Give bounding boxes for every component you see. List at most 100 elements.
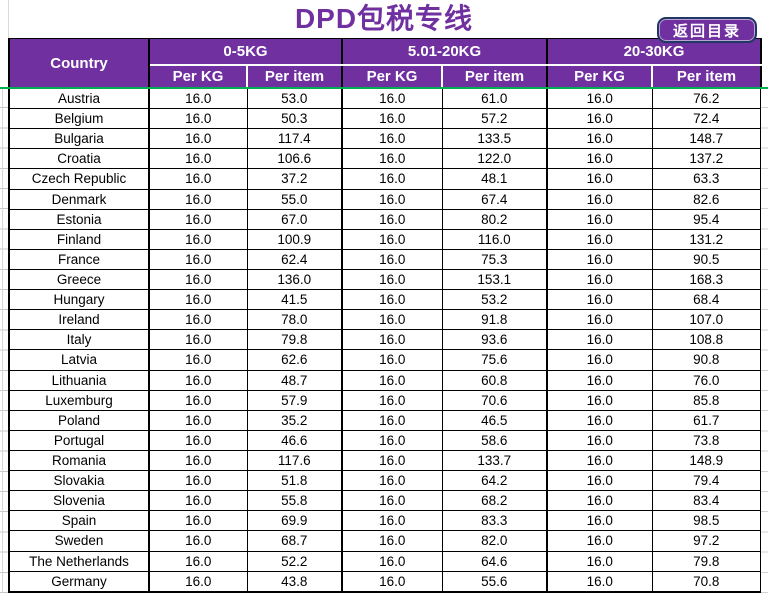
country-cell[interactable]: The Netherlands [8,550,150,572]
rate-cell[interactable]: 41.5 [246,289,343,311]
rate-cell[interactable]: 16.0 [148,228,248,250]
rate-cell[interactable]: 16.0 [148,570,248,593]
rate-cell[interactable]: 16.0 [546,148,653,170]
rate-cell[interactable]: 16.0 [148,108,248,130]
rate-cell[interactable]: 46.5 [441,409,548,431]
rate-cell[interactable]: 16.0 [148,248,248,270]
rate-cell[interactable]: 61.0 [441,87,548,110]
country-cell[interactable]: Denmark [8,188,150,210]
rate-cell[interactable]: 57.2 [441,108,548,130]
rate-cell[interactable]: 16.0 [148,148,248,170]
rate-cell[interactable]: 75.6 [441,349,548,371]
rate-cell[interactable]: 52.2 [246,550,343,572]
rate-cell[interactable]: 16.0 [148,168,248,190]
country-column-header[interactable]: Country [9,38,150,89]
rate-cell[interactable]: 117.4 [246,128,343,150]
country-cell[interactable]: Romania [8,449,150,472]
country-cell[interactable]: Latvia [8,349,150,371]
country-cell[interactable]: Czech Republic [8,168,150,190]
rate-cell[interactable]: 16.0 [341,248,443,270]
rate-cell[interactable]: 16.0 [341,208,443,230]
country-cell[interactable]: Estonia [8,208,150,230]
back-to-directory-button[interactable]: 返回目录 [657,17,757,43]
rate-cell[interactable]: 60.8 [441,369,548,391]
rate-cell[interactable]: 16.0 [341,389,443,411]
rate-cell[interactable]: 16.0 [546,510,653,532]
rate-cell[interactable]: 133.7 [441,449,548,472]
rate-cell[interactable]: 16.0 [341,168,443,190]
country-cell[interactable]: Ireland [8,309,150,331]
rate-cell[interactable]: 46.6 [246,429,343,451]
rate-cell[interactable]: 67.4 [441,188,548,210]
rate-cell[interactable]: 98.5 [651,510,762,532]
rate-cell[interactable]: 122.0 [441,148,548,170]
weight-group-header-0-5kg[interactable]: 0-5KG [148,38,342,66]
rate-cell[interactable]: 16.0 [341,490,443,512]
country-cell[interactable]: Greece [8,268,150,291]
rate-cell[interactable]: 16.0 [341,510,443,532]
rate-cell[interactable]: 16.0 [341,148,443,170]
country-cell[interactable]: Hungary [8,289,150,311]
rate-cell[interactable]: 148.7 [651,128,762,150]
rate-cell[interactable]: 16.0 [341,309,443,331]
per-item-header[interactable]: Per item [246,64,342,89]
rate-cell[interactable]: 16.0 [546,208,653,230]
rate-cell[interactable]: 70.6 [441,389,548,411]
rate-cell[interactable]: 16.0 [546,570,653,593]
rate-cell[interactable]: 78.0 [246,309,343,331]
country-cell[interactable]: Finland [8,228,150,250]
rate-cell[interactable]: 16.0 [546,389,653,411]
country-cell[interactable]: Portugal [8,429,150,451]
rate-cell[interactable]: 83.3 [441,510,548,532]
rate-cell[interactable]: 16.0 [148,490,248,512]
rate-cell[interactable]: 133.5 [441,128,548,150]
rate-cell[interactable]: 16.0 [341,268,443,291]
rate-cell[interactable]: 16.0 [546,168,653,190]
rate-cell[interactable]: 16.0 [546,188,653,210]
rate-cell[interactable]: 68.7 [246,530,343,552]
country-cell[interactable]: Slovenia [8,490,150,512]
rate-cell[interactable]: 61.7 [651,409,762,431]
country-cell[interactable]: Austria [8,87,150,110]
country-cell[interactable]: Belgium [8,108,150,130]
country-cell[interactable]: Italy [8,329,150,351]
rate-cell[interactable]: 16.0 [148,530,248,552]
rate-cell[interactable]: 16.0 [148,510,248,532]
weight-group-header-5-20kg[interactable]: 5.01-20KG [341,38,547,66]
rate-cell[interactable]: 16.0 [546,248,653,270]
rate-cell[interactable]: 16.0 [341,128,443,150]
rate-cell[interactable]: 16.0 [148,409,248,431]
rate-cell[interactable]: 116.0 [441,228,548,250]
rate-cell[interactable]: 16.0 [341,449,443,472]
rate-cell[interactable]: 63.3 [651,168,762,190]
per-item-header[interactable]: Per item [441,64,547,89]
rate-cell[interactable]: 16.0 [546,429,653,451]
rate-cell[interactable]: 62.6 [246,349,343,371]
rate-cell[interactable]: 16.0 [148,369,248,391]
rate-cell[interactable]: 53.2 [441,289,548,311]
rate-cell[interactable]: 168.3 [651,268,762,291]
rate-cell[interactable]: 16.0 [148,449,248,472]
rate-cell[interactable]: 16.0 [341,429,443,451]
rate-cell[interactable]: 50.3 [246,108,343,130]
rate-cell[interactable]: 76.2 [651,87,762,110]
rate-cell[interactable]: 76.0 [651,369,762,391]
rate-cell[interactable]: 16.0 [341,409,443,431]
rate-cell[interactable]: 80.2 [441,208,548,230]
rate-cell[interactable]: 16.0 [341,87,443,110]
rate-cell[interactable]: 16.0 [546,87,653,110]
rate-cell[interactable]: 95.4 [651,208,762,230]
country-cell[interactable]: Croatia [8,148,150,170]
rate-cell[interactable]: 72.4 [651,108,762,130]
rate-cell[interactable]: 68.2 [441,490,548,512]
rate-cell[interactable]: 43.8 [246,570,343,593]
rate-cell[interactable]: 16.0 [148,309,248,331]
rate-cell[interactable]: 79.8 [246,329,343,351]
rate-cell[interactable]: 16.0 [341,329,443,351]
rate-cell[interactable]: 137.2 [651,148,762,170]
rate-cell[interactable]: 16.0 [341,188,443,210]
rate-cell[interactable]: 55.8 [246,490,343,512]
rate-cell[interactable]: 57.9 [246,389,343,411]
rate-cell[interactable]: 69.9 [246,510,343,532]
rate-cell[interactable]: 55.0 [246,188,343,210]
